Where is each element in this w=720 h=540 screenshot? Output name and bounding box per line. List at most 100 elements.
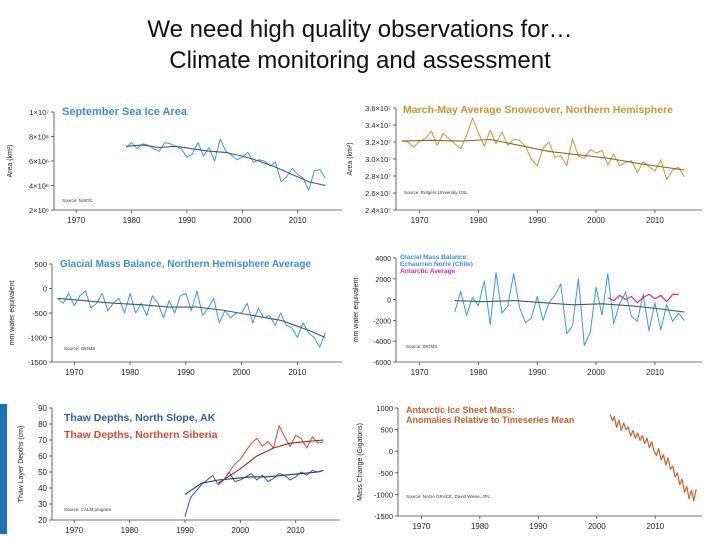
series-line-trend [57,297,326,339]
y-tick-label: 20 [38,516,47,525]
y-tick-label: -1000 [28,334,47,343]
slide-title-line1: We need high quality observations for… [147,16,573,43]
x-tick-label: 1990 [528,368,546,377]
y-axis-label: Area (km²) [7,144,14,177]
y-tick-label: 30 [38,500,47,509]
x-tick-label: 2000 [588,522,606,531]
x-tick-label: 1990 [528,216,546,225]
chart-title-2: Antarctic Average [400,268,456,275]
x-tick-label: 2010 [646,522,664,531]
sea-ice-panel: 1970 1980 1990 2000 2010 1×10⁷ 8×10⁶ 6×10⁶ 4×10⁶… [2,98,348,234]
source-note: Source: Rutgers University GSL [404,190,468,195]
chart-title-2: Thaw Depths, Northern Siberia [64,429,218,441]
x-tick-label: 1980 [471,522,489,531]
y-tick-label: -4000 [373,339,391,346]
x-tick-label: 1970 [411,368,429,377]
y-tick-label: -500 [32,309,47,318]
series-line-antarctic [607,293,679,304]
y-tick-label: 0 [43,285,47,294]
y-tick-label: -1500 [28,358,47,367]
y-tick-label: 3.0×10⁷ [365,155,391,164]
chart-title: Glacial Mass Balance, Northern Hemispher… [60,259,311,270]
x-tick-label: 1980 [469,216,487,225]
y-tick-label: 2.8×10⁷ [365,172,391,181]
y-tick-label: 4×10⁶ [29,182,49,191]
source-note: Source: CALM program [64,507,112,512]
series-line-trend [401,138,685,171]
y-tick-label: 2.6×10⁷ [365,189,391,198]
slide-title-line2: Climate monitoring and assessment [169,47,551,74]
y-tick-label: 2000 [375,277,391,284]
x-tick-label: 1990 [178,216,196,225]
series-line-observed [401,117,685,180]
y-axis-label: Area (km²) [347,142,354,175]
x-tick-label: 1970 [412,522,430,531]
y-tick-label: 0 [387,298,391,305]
y-tick-label: 40 [38,484,47,493]
chart-subtitle: Echaurren Norte (Chile) [400,261,473,268]
source-note: Source: WGMS [406,344,437,349]
x-tick-label: 1980 [123,216,141,225]
glacial-nh-chart: 1970 1980 1990 2000 2010 500 0 -500 -1000 -1500 mm… [9,259,342,377]
x-tick-label: 2000 [233,368,251,377]
x-tick-label: 2000 [233,216,251,225]
y-axis-label: mm water equivalent [353,278,360,343]
y-tick-label: -1000 [374,490,393,499]
y-tick-label: -500 [378,469,393,478]
y-tick-label: 2.4×10⁷ [365,206,391,215]
y-tick-label: 80 [38,420,47,429]
x-tick-label: 1990 [177,368,195,377]
y-tick-label: 6×10⁶ [29,157,49,166]
y-axis-label: mm water equivalent [9,281,16,346]
chart-title: September Sea Ice Area [62,106,188,118]
x-tick-label: 2010 [289,216,307,225]
x-tick-label: 1990 [529,522,547,531]
snowcover-panel: 1970 1980 1990 2000 2010 3.6×10⁷ 3.4×10⁷ 3.2×10… [346,98,710,234]
y-tick-label: -1500 [374,512,393,521]
source-note: Source: NSIDC [62,198,94,203]
series-line-chile [454,272,685,346]
chart-title: Glacial Mass Balance: [400,254,468,261]
x-tick-label: 1980 [121,368,139,377]
x-tick-label: 2010 [288,368,306,377]
y-tick-label: -2000 [373,318,391,325]
accent-bar [0,404,7,534]
x-tick-label: 1980 [121,526,139,535]
glacial-nh-panel: 1970 1980 1990 2000 2010 500 0 -500 -1000 -1500 mm… [2,250,348,386]
y-tick-label: 1×10⁷ [29,108,49,117]
glacial-sh-panel: 1970 1980 1990 2000 2010 4000 2000 0 -2000 -4000 -… [346,250,710,386]
series-line-observed [57,290,326,348]
x-tick-label: 2000 [587,216,605,225]
series-line-north-slope-trend [184,469,324,495]
x-tick-label: 1970 [65,368,83,377]
y-axis-label: Thaw Layer Depths (cm) [18,426,25,503]
sea-ice-chart: 1970 1980 1990 2000 2010 1×10⁷ 8×10⁶ 6×10⁶ 4×10⁶… [7,106,342,225]
source-note: Source: NASA GRACE, David Wiese, JPL [406,494,491,499]
glacial-sh-chart: 1970 1980 1990 2000 2010 4000 2000 0 -2000 -4000 -… [353,254,702,377]
x-tick-label: 2010 [287,526,305,535]
y-tick-label: 8×10⁶ [29,133,49,142]
chart-title: Thaw Depths, North Slope, AK [64,412,216,424]
y-tick-label: 3.2×10⁷ [365,138,391,147]
y-tick-label: 90 [38,404,47,413]
y-tick-label: 50 [38,468,47,477]
antarctic-panel: 1970 1980 1990 2000 2010 1000 500 0 -500 -1000 -15… [346,402,710,538]
y-tick-label: -6000 [373,360,391,367]
series-line-observed [125,138,326,191]
x-tick-label: 2010 [646,216,664,225]
y-tick-label: 1000 [376,404,393,413]
x-tick-label: 1970 [65,526,83,535]
series-line-north-slope [184,469,324,517]
y-tick-label: 3.4×10⁷ [365,121,391,130]
series-line-trend [125,144,326,187]
chart-title-2: Anomalies Relative to Timeseries Mean [406,415,574,425]
y-tick-label: 0 [389,447,393,456]
series-line-trend [454,300,685,313]
snowcover-chart: 1970 1980 1990 2000 2010 3.6×10⁷ 3.4×10⁷ 3.2×10… [347,104,702,225]
chart-title: Antarctic Ice Sheet Mass: [406,405,515,415]
x-tick-label: 1990 [176,526,194,535]
y-tick-label: 3.6×10⁷ [365,104,391,113]
source-note: Source: WGMS [64,346,95,351]
x-tick-label: 2000 [587,368,605,377]
y-tick-label: 70 [38,436,47,445]
